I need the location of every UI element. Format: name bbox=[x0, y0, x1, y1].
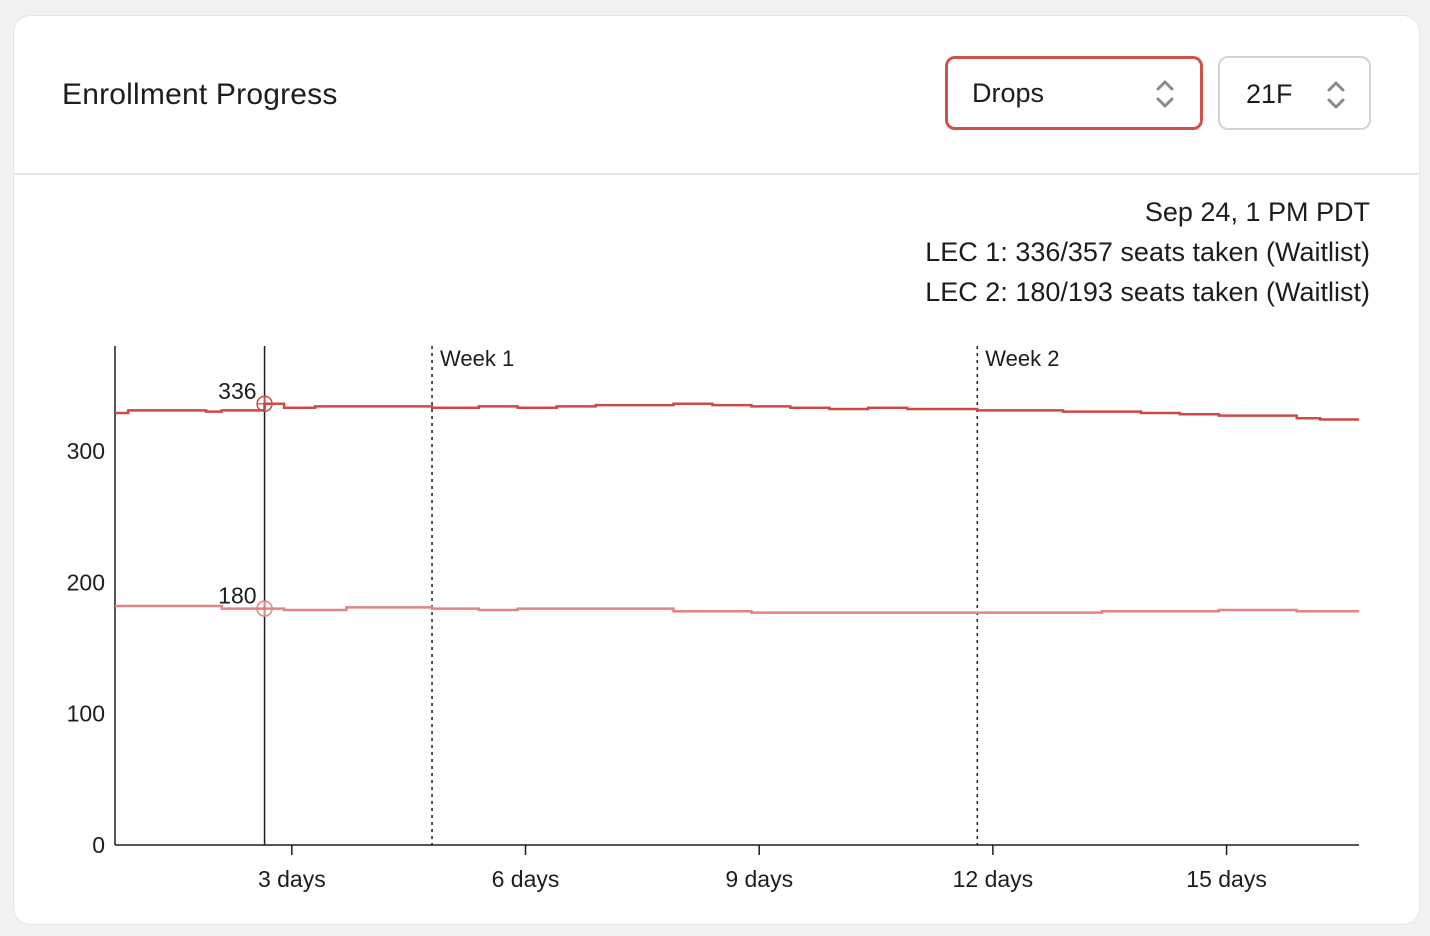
card-title: Enrollment Progress bbox=[62, 78, 338, 111]
x-tick-label: 12 days bbox=[953, 866, 1034, 892]
x-tick-label: 3 days bbox=[258, 866, 326, 892]
week-marker-label: Week 2 bbox=[985, 346, 1059, 371]
metric-select-value: Drops bbox=[972, 78, 1045, 108]
y-tick-label: 0 bbox=[92, 832, 105, 858]
y-tick-label: 300 bbox=[67, 438, 105, 464]
info-timestamp: Sep 24, 1 PM PDT bbox=[1144, 197, 1370, 227]
enrollment-card: Enrollment Progress Drops 21F Sep 24, 1 … bbox=[14, 16, 1419, 924]
series-line-1 bbox=[115, 402, 1359, 421]
y-tick-label: 200 bbox=[67, 569, 105, 595]
week-marker-label: Week 1 bbox=[440, 346, 514, 371]
term-select[interactable]: 21F bbox=[1218, 56, 1371, 130]
cursor-value-label: 336 bbox=[218, 378, 256, 404]
info-line-lec1: LEC 1: 336/357 seats taken (Waitlist) bbox=[925, 237, 1370, 267]
x-tick-label: 9 days bbox=[725, 866, 793, 892]
enrollment-chart[interactable]: 0 100 200 300 3 days 6 days 9 days 12 days 15 da… bbox=[14, 16, 1419, 924]
x-tick-label: 15 days bbox=[1186, 866, 1267, 892]
metric-select[interactable]: Drops bbox=[945, 56, 1203, 130]
chevron-up-down-icon bbox=[1156, 80, 1174, 108]
term-select-value: 21F bbox=[1246, 79, 1293, 109]
x-tick-label: 6 days bbox=[492, 866, 560, 892]
chevron-up-down-icon bbox=[1327, 81, 1345, 109]
hover-info: Sep 24, 1 PM PDT LEC 1: 336/357 seats ta… bbox=[925, 192, 1370, 312]
series-line-2 bbox=[115, 604, 1359, 614]
card-header: Enrollment Progress Drops 21F bbox=[14, 16, 1419, 175]
info-line-lec2: LEC 2: 180/193 seats taken (Waitlist) bbox=[925, 277, 1370, 307]
y-tick-label: 100 bbox=[67, 701, 105, 727]
cursor-value-label: 180 bbox=[218, 583, 256, 609]
